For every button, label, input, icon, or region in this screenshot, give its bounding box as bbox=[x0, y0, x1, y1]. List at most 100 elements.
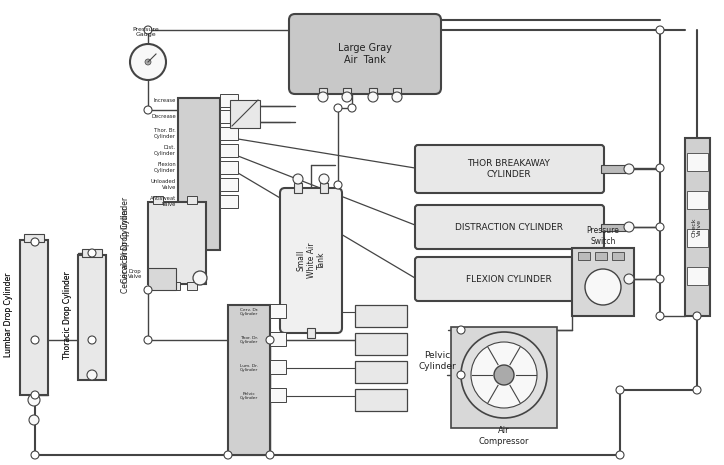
Bar bbox=[595, 252, 607, 260]
Text: Lumbar Drop Cylinder: Lumbar Drop Cylinder bbox=[4, 273, 14, 357]
Circle shape bbox=[342, 92, 352, 102]
Circle shape bbox=[31, 238, 39, 246]
Circle shape bbox=[624, 222, 634, 232]
Text: Lum. Dr.
Cylinder: Lum. Dr. Cylinder bbox=[240, 364, 258, 372]
Bar bbox=[220, 195, 238, 208]
Text: Large Gray
Air  Tank: Large Gray Air Tank bbox=[338, 43, 392, 65]
Circle shape bbox=[293, 174, 303, 184]
Bar bbox=[220, 94, 238, 107]
Text: Pressure
Switch: Pressure Switch bbox=[586, 226, 620, 246]
Bar bbox=[320, 183, 328, 193]
Circle shape bbox=[87, 370, 97, 380]
Bar bbox=[294, 183, 302, 193]
Bar bbox=[187, 196, 197, 204]
Text: Flexion
Cylinder: Flexion Cylinder bbox=[154, 162, 176, 173]
Bar bbox=[170, 282, 180, 290]
Bar bbox=[148, 202, 206, 284]
Circle shape bbox=[656, 26, 664, 34]
Circle shape bbox=[494, 365, 514, 385]
Bar bbox=[220, 110, 238, 123]
Circle shape bbox=[471, 342, 537, 408]
Bar bbox=[220, 144, 238, 157]
Circle shape bbox=[144, 286, 152, 294]
Circle shape bbox=[693, 386, 701, 394]
Text: Small
White Air
Tank: Small White Air Tank bbox=[296, 242, 326, 278]
Circle shape bbox=[457, 371, 465, 379]
Circle shape bbox=[145, 59, 151, 65]
Circle shape bbox=[266, 336, 274, 344]
Text: Pelvic
Cylinder: Pelvic Cylinder bbox=[418, 351, 456, 371]
Bar bbox=[228, 305, 270, 455]
Bar bbox=[685, 138, 710, 316]
FancyBboxPatch shape bbox=[415, 257, 604, 301]
Bar bbox=[148, 268, 176, 290]
Text: Thoracic Drop Cylinder: Thoracic Drop Cylinder bbox=[62, 271, 72, 359]
Circle shape bbox=[224, 451, 232, 459]
Text: Cervical Drop Cylinder: Cervical Drop Cylinder bbox=[120, 207, 130, 293]
Bar bbox=[355, 305, 407, 327]
Bar bbox=[230, 100, 260, 128]
Circle shape bbox=[392, 92, 402, 102]
Bar bbox=[451, 327, 557, 428]
Text: Thor. Br.
Cylinder: Thor. Br. Cylinder bbox=[154, 128, 176, 139]
Circle shape bbox=[319, 174, 329, 184]
Circle shape bbox=[28, 394, 40, 406]
Bar bbox=[369, 88, 377, 94]
Text: Increase: Increase bbox=[153, 98, 176, 103]
Bar bbox=[78, 255, 106, 380]
Bar bbox=[220, 178, 238, 191]
Bar bbox=[270, 304, 286, 318]
Text: Dist.
Cylinder: Dist. Cylinder bbox=[154, 145, 176, 156]
FancyBboxPatch shape bbox=[289, 14, 441, 94]
Text: THOR BREAKAWAY
CYLINDER: THOR BREAKAWAY CYLINDER bbox=[468, 159, 550, 179]
Circle shape bbox=[693, 312, 701, 320]
Circle shape bbox=[144, 106, 152, 114]
Circle shape bbox=[88, 336, 96, 344]
Circle shape bbox=[144, 26, 152, 34]
Text: Pressure
Gauge: Pressure Gauge bbox=[132, 27, 159, 37]
Text: Unloaded
Valve: Unloaded Valve bbox=[151, 179, 176, 190]
Circle shape bbox=[334, 104, 342, 112]
Text: FLEXION CYLINDER: FLEXION CYLINDER bbox=[466, 274, 552, 284]
Bar bbox=[153, 196, 163, 204]
Circle shape bbox=[656, 312, 664, 320]
Bar bbox=[187, 282, 197, 290]
Circle shape bbox=[616, 386, 624, 394]
Bar bbox=[153, 282, 163, 290]
Bar bbox=[355, 361, 407, 383]
Text: Thoracic Drop Cylinder: Thoracic Drop Cylinder bbox=[62, 271, 72, 359]
Bar bbox=[572, 248, 634, 316]
Circle shape bbox=[624, 274, 634, 284]
Circle shape bbox=[318, 92, 328, 102]
Circle shape bbox=[348, 104, 356, 112]
Bar bbox=[319, 88, 327, 94]
Circle shape bbox=[130, 44, 166, 80]
Text: Air
Compressor: Air Compressor bbox=[479, 426, 529, 445]
Bar bbox=[687, 267, 708, 285]
Circle shape bbox=[29, 415, 39, 425]
Text: Decrease: Decrease bbox=[151, 114, 176, 119]
Circle shape bbox=[461, 332, 547, 418]
Text: Drop
Valve: Drop Valve bbox=[128, 269, 142, 279]
Bar bbox=[270, 332, 286, 346]
Bar bbox=[687, 153, 708, 171]
Circle shape bbox=[88, 249, 96, 257]
Circle shape bbox=[624, 164, 634, 174]
FancyBboxPatch shape bbox=[415, 205, 604, 249]
Bar bbox=[220, 127, 238, 140]
Bar bbox=[82, 249, 102, 257]
Bar bbox=[24, 234, 44, 242]
Bar bbox=[20, 240, 48, 395]
Circle shape bbox=[334, 181, 342, 189]
Text: DISTRACTION CYLINDER: DISTRACTION CYLINDER bbox=[455, 222, 563, 232]
Circle shape bbox=[656, 275, 664, 283]
Text: Cervical Drop Cylinder: Cervical Drop Cylinder bbox=[120, 197, 130, 283]
Circle shape bbox=[144, 336, 152, 344]
Bar bbox=[355, 389, 407, 411]
Circle shape bbox=[585, 269, 621, 305]
Circle shape bbox=[457, 326, 465, 334]
Circle shape bbox=[368, 92, 378, 102]
Bar bbox=[270, 388, 286, 402]
Bar bbox=[601, 224, 626, 231]
Bar bbox=[307, 328, 315, 338]
